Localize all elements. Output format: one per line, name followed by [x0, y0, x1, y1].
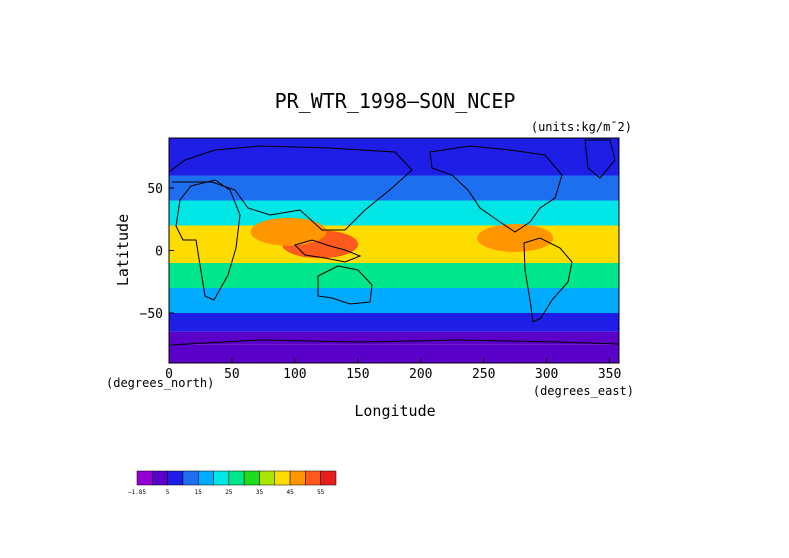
- coastline-africa: [175, 179, 241, 301]
- coastline-south-america: [523, 237, 573, 323]
- colorbar-label: 35: [256, 489, 264, 496]
- coastline-europe-asia: [169, 145, 413, 231]
- colorbar-swatch: [243, 470, 260, 486]
- latitude-band-4: [169, 263, 619, 288]
- colorbar-label: 45: [286, 489, 294, 496]
- colorbar-swatch: [320, 470, 337, 486]
- latitude-band-6: [169, 313, 619, 332]
- colorbar-swatch: [197, 470, 214, 486]
- coastline-north-america: [429, 145, 563, 233]
- x-tick-label: 250: [472, 367, 495, 382]
- colorbar-swatch: [228, 470, 245, 486]
- x-tick-label: 150: [346, 367, 369, 382]
- colorbar-swatch: [136, 470, 153, 486]
- x-tick-label: 0: [165, 367, 173, 382]
- latitude-band-0: [169, 138, 619, 176]
- units-label: (units:kg/m¯2): [531, 120, 632, 134]
- y-axis-label: Latitude: [114, 214, 132, 286]
- plot-area: [169, 138, 619, 363]
- x-tick-label: 50: [224, 367, 240, 382]
- coastline-greenland: [584, 139, 616, 179]
- colorbar-swatch: [167, 470, 184, 486]
- colorbar-swatch: [152, 470, 168, 486]
- colorbar: −1.85 5 15 25 35 45 55: [128, 470, 337, 496]
- colorbar-label: −1.85: [128, 489, 146, 496]
- latitude-band-1: [169, 175, 619, 201]
- coastline-australia: [317, 265, 373, 305]
- y-tick-label: −50: [140, 307, 163, 322]
- y-tick-label: 0: [155, 245, 163, 260]
- x-tick-label: 350: [598, 367, 621, 382]
- colorbar-label: 55: [317, 489, 325, 496]
- moisture-maximum-1: [477, 224, 554, 252]
- x-unit-label: (degrees_east): [533, 384, 634, 398]
- colorbar-label: 25: [225, 489, 233, 496]
- y-unit-label: (degrees_north): [106, 376, 214, 390]
- x-tick-label: 200: [409, 367, 432, 382]
- colorbar-swatch: [305, 470, 321, 486]
- latitude-band-8: [169, 344, 619, 363]
- latitude-band-5: [169, 288, 619, 313]
- colorbar-label: 15: [195, 489, 203, 496]
- colorbar-swatch: [182, 470, 199, 486]
- chart-title: PR_WTR_1998—SON_NCEP: [275, 89, 516, 113]
- x-tick-label: 100: [283, 367, 306, 382]
- colorbar-swatch: [274, 470, 291, 486]
- latitude-band-7: [169, 331, 619, 345]
- colorbar-swatch: [289, 470, 306, 486]
- x-axis-label: Longitude: [354, 402, 435, 420]
- coastline-indonesia: [294, 239, 362, 263]
- moisture-maximum-2: [250, 217, 327, 246]
- coastline-antarctica: [169, 339, 619, 346]
- colorbar-label: 5: [166, 489, 170, 496]
- colorbar-swatch: [259, 470, 276, 486]
- colorbar-swatch: [213, 470, 230, 486]
- latitude-band-2: [169, 200, 619, 226]
- y-tick-label: 50: [147, 182, 163, 197]
- x-tick-label: 300: [535, 367, 558, 382]
